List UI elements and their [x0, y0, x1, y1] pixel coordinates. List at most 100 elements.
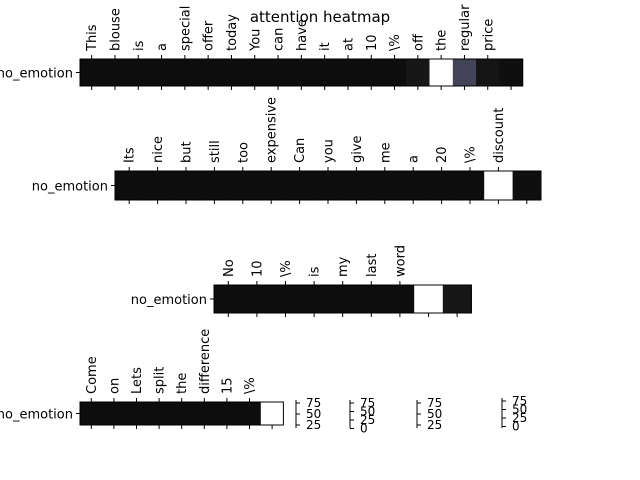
- token-label: on: [107, 378, 122, 394]
- token-label: offer: [202, 20, 217, 51]
- token-label: Come: [85, 356, 100, 394]
- heatmap-cell: [149, 59, 174, 86]
- token-label: the: [435, 30, 450, 51]
- colorbar-tick-label: 75: [360, 396, 375, 410]
- heatmap-cell: [427, 171, 457, 200]
- heatmap-cell: [260, 402, 284, 425]
- token-label: at: [341, 38, 356, 51]
- colorbar-tick-label: 25: [306, 418, 321, 432]
- token-label: \%: [464, 146, 479, 163]
- token-label: last: [365, 254, 380, 277]
- heatmap-cell: [243, 59, 267, 86]
- heatmap-cell: [299, 285, 329, 313]
- token-label: 20: [435, 146, 450, 163]
- token-label: \%: [243, 377, 258, 394]
- heatmap-cell: [455, 171, 485, 200]
- token-label: have: [295, 19, 310, 51]
- colorbar-tick-label: 75: [512, 394, 527, 408]
- heatmap-cell: [406, 59, 430, 86]
- token-label: discount: [492, 108, 507, 163]
- colorbar-tick-label: 0: [360, 422, 368, 436]
- token-label: 15: [220, 377, 235, 394]
- heatmap-cell: [257, 171, 286, 200]
- heatmap-cell: [414, 285, 444, 313]
- token-label: You: [248, 29, 263, 52]
- token-label: expensive: [265, 97, 280, 163]
- colorbar-tick-label: 50: [512, 403, 527, 417]
- token-label: Lets: [130, 367, 145, 394]
- heatmap-cell: [359, 59, 384, 86]
- heatmap-cell: [328, 285, 358, 313]
- heatmap-cell: [289, 59, 314, 86]
- token-label: can: [272, 28, 287, 51]
- colorbar-tick-label: 25: [427, 418, 442, 432]
- token-label: it: [318, 42, 333, 51]
- token-label: a: [155, 43, 170, 51]
- heatmap-cell: [484, 171, 513, 200]
- colorbar-tick-label: 25: [512, 411, 527, 425]
- token-label: still: [208, 140, 223, 163]
- y-tick-label: no_emotion: [0, 408, 73, 423]
- colorbar-tick-label: 25: [360, 413, 375, 427]
- heatmap-cell: [266, 59, 291, 86]
- heatmap-cell: [170, 402, 194, 425]
- heatmap-cell: [452, 59, 477, 86]
- token-label: This: [85, 24, 100, 52]
- heatmap-cell: [215, 402, 239, 425]
- token-label: my: [336, 256, 351, 277]
- colorbar-tick-label: 0: [512, 420, 520, 434]
- token-label: regular: [458, 4, 473, 51]
- token-label: Can: [293, 138, 308, 163]
- heatmap-cell: [173, 59, 197, 86]
- token-label: blouse: [108, 8, 123, 51]
- heatmap-cell: [357, 285, 386, 313]
- token-label: too: [236, 142, 251, 163]
- colorbar-tick-label: 75: [306, 396, 321, 410]
- heatmap-cell: [214, 285, 243, 313]
- token-label: a: [407, 155, 422, 163]
- heatmap-cell: [342, 171, 371, 200]
- heatmap-cell: [238, 402, 262, 425]
- heatmap-cell: [313, 171, 343, 200]
- heatmap-cell: [476, 59, 500, 86]
- heatmap-cell: [143, 171, 173, 200]
- token-label: is: [132, 40, 147, 51]
- colorbar-tick-label: 75: [427, 396, 442, 410]
- token-label: but: [180, 141, 195, 163]
- heatmap-cell: [126, 59, 151, 86]
- heatmap-row-4: no_emotion Come on Lets split the difference 15…: [0, 329, 284, 429]
- heatmap-cell: [313, 59, 337, 86]
- heatmap-cell: [442, 285, 472, 313]
- heatmap-row-3: no_emotion No 10 \% is my last word: [131, 245, 472, 317]
- heatmap-cell: [228, 171, 258, 200]
- heatmap-row-2: no_emotion Its nice but still too expensive Can…: [32, 97, 542, 204]
- token-label: word: [393, 245, 408, 277]
- token-label: No: [222, 259, 237, 277]
- heatmap-cell: [219, 59, 244, 86]
- token-label: you: [322, 139, 337, 163]
- token-label: price: [481, 19, 496, 51]
- y-tick-label: no_emotion: [32, 180, 108, 195]
- heatmap-cell: [512, 171, 542, 200]
- heatmap-cell: [102, 402, 126, 425]
- heatmap-row-1: no_emotion This blouse is a special offer today…: [0, 4, 524, 90]
- token-label: \%: [388, 34, 403, 51]
- token-label: special: [178, 6, 193, 51]
- colorbar-tick-label: 50: [306, 407, 321, 421]
- heatmap-cell: [429, 59, 454, 86]
- heatmap-cell: [80, 59, 104, 86]
- heatmap-cell: [103, 59, 127, 86]
- heatmap-cell: [271, 285, 301, 313]
- token-label: give: [350, 135, 365, 163]
- heatmap-cell: [499, 59, 524, 86]
- colorbar-tick-label: 50: [427, 407, 442, 421]
- chart-title: attention heatmap: [250, 8, 390, 26]
- token-label: Its: [123, 147, 138, 163]
- heatmap-cell: [196, 59, 221, 86]
- token-label: today: [225, 14, 240, 51]
